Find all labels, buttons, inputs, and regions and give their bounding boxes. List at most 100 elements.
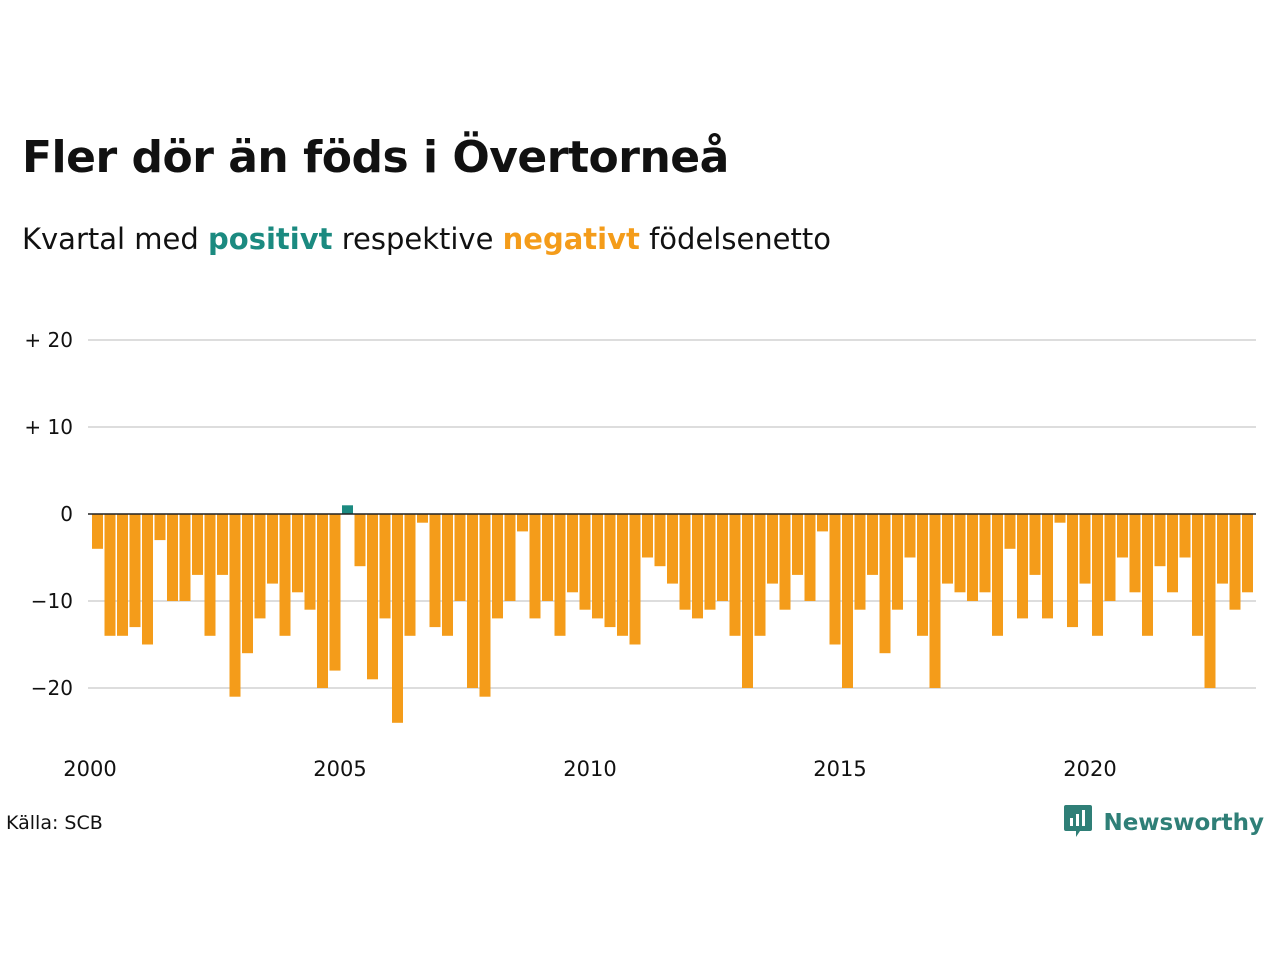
- bar[interactable]: 2011 K2: -6: [654, 514, 666, 567]
- x-tick-label: 2010: [563, 757, 616, 781]
- axes: + 20 + 10 0 −10 −20 2000 2005 2010 2015 2020: [24, 328, 1256, 781]
- bar[interactable]: 2006 K2: -14: [404, 514, 416, 636]
- bar[interactable]: 2020 K4: -9: [1129, 514, 1141, 593]
- bar[interactable]: 2020 K3: -5: [1117, 514, 1128, 558]
- brand-logo[interactable]: Newsworthy: [1063, 804, 1264, 842]
- bar[interactable]: 2012 K3: -10: [717, 514, 728, 601]
- bar[interactable]: 2006 K3: -1: [417, 514, 428, 523]
- bar[interactable]: 2004 K2: -11: [304, 514, 316, 610]
- subtitle-text-mid: respektive: [341, 222, 494, 256]
- bar[interactable]: 2017 K1: -8: [942, 514, 953, 584]
- bar[interactable]: 2006 K4: -13: [429, 514, 441, 628]
- bar[interactable]: 2019 K4: -8: [1079, 514, 1091, 584]
- bar[interactable]: 2021 K3: -9: [1167, 514, 1178, 593]
- bar[interactable]: 2008 K3: -2: [517, 514, 528, 532]
- x-tick-label: 2005: [313, 757, 366, 781]
- bar[interactable]: 2010 K1: -12: [592, 514, 603, 619]
- bar[interactable]: 2019 K3: -13: [1067, 514, 1078, 628]
- bar[interactable]: 2011 K3: -8: [667, 514, 678, 584]
- bar[interactable]: 2019 K2: -1: [1054, 514, 1066, 523]
- bar[interactable]: 2002 K3: -7: [217, 514, 228, 575]
- bar[interactable]: 2010 K4: -15: [629, 514, 641, 645]
- bar[interactable]: 2003 K3: -8: [267, 514, 278, 584]
- bar[interactable]: 2023 K1: -9: [1242, 514, 1253, 593]
- bar[interactable]: 2000 K2: -14: [104, 514, 116, 636]
- bar[interactable]: 2016 K1: -11: [892, 514, 903, 610]
- bar[interactable]: 2008 K2: -10: [504, 514, 516, 601]
- bar[interactable]: 2003 K4: -14: [279, 514, 291, 636]
- bar[interactable]: 2004 K1: -9: [292, 514, 303, 593]
- bar[interactable]: 2016 K4: -20: [929, 514, 941, 688]
- bar[interactable]: 2013 K1: -20: [742, 514, 753, 688]
- bar[interactable]: 2014 K1: -7: [792, 514, 803, 575]
- bar[interactable]: 2011 K1: -5: [642, 514, 653, 558]
- bar[interactable]: 2002 K1: -7: [192, 514, 203, 575]
- bar[interactable]: 2000 K1: -4: [92, 514, 103, 549]
- bar[interactable]: 2000 K4: -13: [129, 514, 141, 628]
- bar[interactable]: 2015 K4: -16: [879, 514, 891, 654]
- bar[interactable]: 2018 K1: -14: [992, 514, 1003, 636]
- bar[interactable]: 2006 K1: -24: [392, 514, 403, 723]
- bar[interactable]: 2014 K3: -2: [817, 514, 828, 532]
- bar[interactable]: 2009 K4: -11: [579, 514, 591, 610]
- bar[interactable]: 2022 K4: -11: [1229, 514, 1241, 610]
- bar[interactable]: 2016 K2: -5: [904, 514, 916, 558]
- bar[interactable]: 2007 K2: -10: [454, 514, 466, 601]
- bar[interactable]: 2012 K1: -12: [692, 514, 703, 619]
- bar[interactable]: 2007 K3: -20: [467, 514, 478, 688]
- bar[interactable]: 2011 K4: -11: [679, 514, 691, 610]
- bar[interactable]: 2022 K2: -20: [1204, 514, 1216, 688]
- subtitle-text-post: födelsenetto: [649, 222, 831, 256]
- bar[interactable]: 2001 K1: -15: [142, 514, 153, 645]
- bar[interactable]: 2013 K4: -11: [779, 514, 791, 610]
- bar[interactable]: 2021 K2: -6: [1154, 514, 1166, 567]
- bar[interactable]: 2005 K1: 1: [342, 505, 353, 514]
- bar[interactable]: 2004 K3: -20: [317, 514, 328, 688]
- bar[interactable]: 2007 K4: -21: [479, 514, 491, 697]
- bar[interactable]: 2022 K1: -14: [1192, 514, 1203, 636]
- bar[interactable]: 2002 K2: -14: [204, 514, 216, 636]
- bar[interactable]: 2001 K2: -3: [154, 514, 166, 541]
- bar[interactable]: 2018 K3: -12: [1017, 514, 1028, 619]
- bar[interactable]: 2010 K3: -14: [617, 514, 628, 636]
- bar[interactable]: 2022 K3: -8: [1217, 514, 1228, 584]
- bar[interactable]: 2007 K1: -14: [442, 514, 453, 636]
- bar[interactable]: 2018 K2: -4: [1004, 514, 1016, 549]
- bar[interactable]: 2013 K3: -8: [767, 514, 778, 584]
- bar[interactable]: 2021 K1: -14: [1142, 514, 1153, 636]
- x-tick-label: 2020: [1063, 757, 1116, 781]
- bar[interactable]: 2014 K2: -10: [804, 514, 816, 601]
- bar[interactable]: 2012 K2: -11: [704, 514, 716, 610]
- bar[interactable]: 2015 K1: -20: [842, 514, 853, 688]
- bar[interactable]: 2009 K1: -10: [542, 514, 553, 601]
- bar[interactable]: 2009 K2: -14: [554, 514, 566, 636]
- bar[interactable]: 2016 K3: -14: [917, 514, 928, 636]
- bar[interactable]: 2003 K1: -16: [242, 514, 253, 654]
- bar[interactable]: 2001 K3: -10: [167, 514, 178, 601]
- bar[interactable]: 2000 K3: -14: [117, 514, 128, 636]
- bar[interactable]: 2004 K4: -18: [329, 514, 341, 671]
- bar[interactable]: 2008 K4: -12: [529, 514, 541, 619]
- bar[interactable]: 2020 K2: -10: [1104, 514, 1116, 601]
- bar[interactable]: 2003 K2: -12: [254, 514, 266, 619]
- bar[interactable]: 2009 K3: -9: [567, 514, 578, 593]
- bar[interactable]: 2005 K4: -12: [379, 514, 391, 619]
- bar[interactable]: 2020 K1: -14: [1092, 514, 1103, 636]
- bar[interactable]: 2018 K4: -7: [1029, 514, 1041, 575]
- bar[interactable]: 2017 K4: -9: [979, 514, 991, 593]
- bar[interactable]: 2010 K2: -13: [604, 514, 616, 628]
- bar[interactable]: 2005 K3: -19: [367, 514, 378, 680]
- bar[interactable]: 2005 K2: -6: [354, 514, 366, 567]
- bar[interactable]: 2017 K2: -9: [954, 514, 966, 593]
- bar[interactable]: 2019 K1: -12: [1042, 514, 1053, 619]
- bar[interactable]: 2017 K3: -10: [967, 514, 978, 601]
- bar[interactable]: 2012 K4: -14: [729, 514, 741, 636]
- bar[interactable]: 2014 K4: -15: [829, 514, 841, 645]
- bar[interactable]: 2015 K2: -11: [854, 514, 866, 610]
- bar[interactable]: 2001 K4: -10: [179, 514, 191, 601]
- bar[interactable]: 2015 K3: -7: [867, 514, 878, 575]
- bar[interactable]: 2021 K4: -5: [1179, 514, 1191, 558]
- bar[interactable]: 2002 K4: -21: [229, 514, 241, 697]
- bar[interactable]: 2013 K2: -14: [754, 514, 766, 636]
- bar[interactable]: 2008 K1: -12: [492, 514, 503, 619]
